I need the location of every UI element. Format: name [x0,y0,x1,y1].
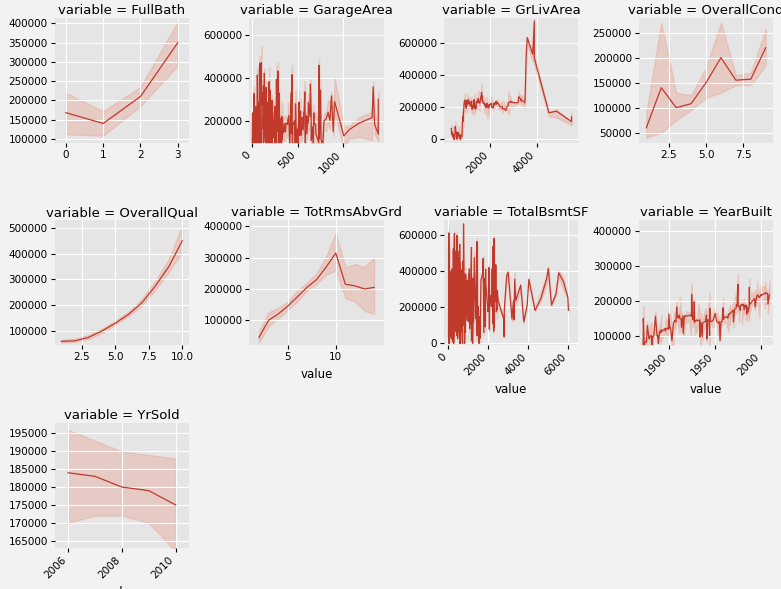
X-axis label: value: value [495,383,527,396]
Title: variable = OverallCond: variable = OverallCond [628,4,781,16]
Title: variable = YearBuilt: variable = YearBuilt [640,206,772,219]
Y-axis label: SalePrice: SalePrice [0,53,3,107]
Y-axis label: SalePrice: SalePrice [0,256,3,310]
Y-axis label: SalePrice: SalePrice [0,458,3,512]
Title: variable = GrLivArea: variable = GrLivArea [442,4,581,16]
X-axis label: value: value [105,586,138,589]
Title: variable = FullBath: variable = FullBath [59,4,185,16]
Title: variable = OverallQual: variable = OverallQual [46,206,198,219]
Title: variable = GarageArea: variable = GarageArea [240,4,393,16]
Title: variable = TotRmsAbvGrd: variable = TotRmsAbvGrd [231,206,402,219]
Title: variable = TotalBsmtSF: variable = TotalBsmtSF [434,206,589,219]
Title: variable = YrSold: variable = YrSold [64,409,180,422]
X-axis label: value: value [301,368,333,380]
X-axis label: value: value [690,383,722,396]
